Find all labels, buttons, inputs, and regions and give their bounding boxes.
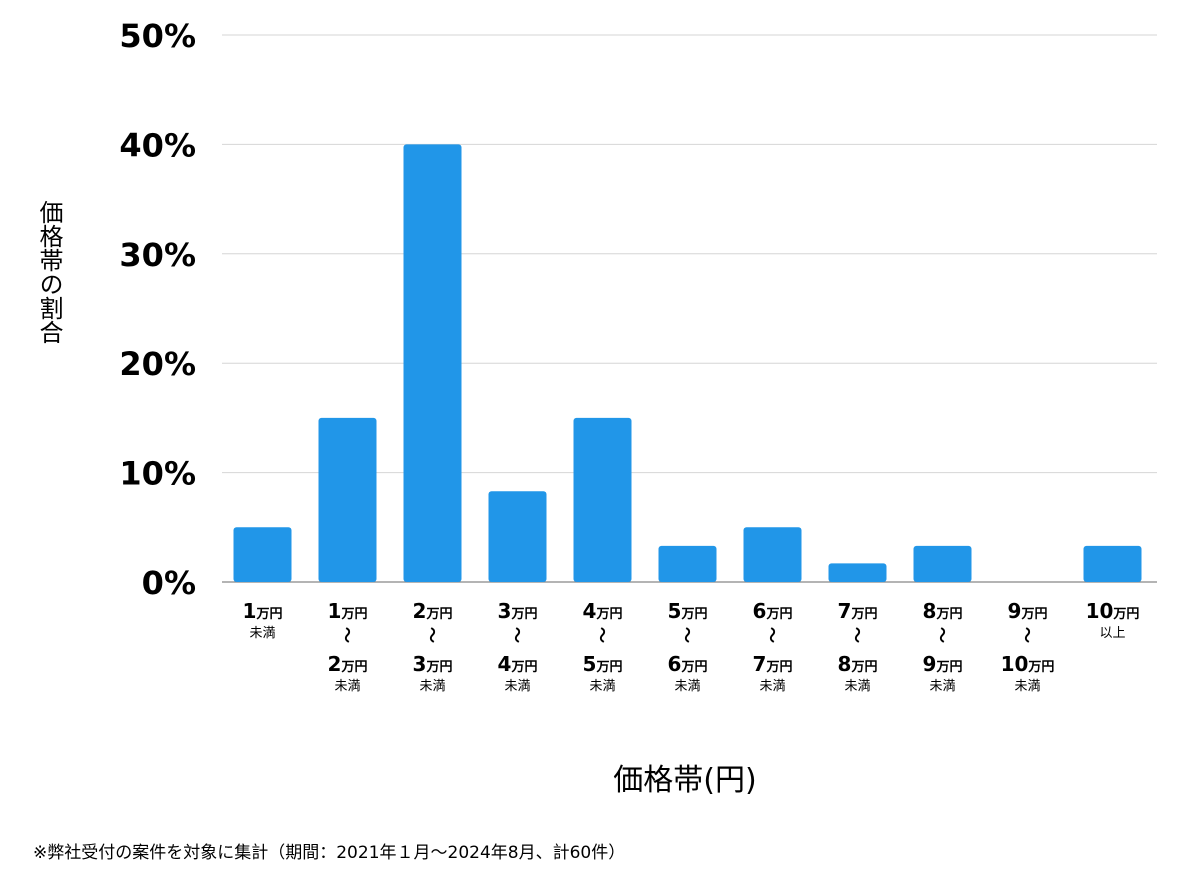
- y-tick-label: 20%: [119, 345, 196, 383]
- bar: [743, 527, 802, 582]
- category-to: 6万円: [668, 652, 708, 676]
- category-range-separator: 〜: [1018, 627, 1037, 643]
- bar: [828, 563, 887, 582]
- category-from: 9万円: [1008, 599, 1048, 623]
- bar: [318, 417, 377, 582]
- x-axis-label: 価格帯(円): [613, 763, 757, 798]
- category-to: 5万円: [583, 652, 623, 676]
- category-to: 8万円: [838, 652, 878, 676]
- category-from: 1万円: [328, 599, 368, 623]
- gridlines: [222, 34, 1157, 583]
- category-range-separator: 〜: [423, 627, 442, 643]
- category-note: 以上: [1099, 626, 1125, 641]
- bar: [658, 545, 717, 582]
- category-from: 4万円: [583, 599, 623, 623]
- x-axis-categories: 1万円未満1万円〜2万円未満2万円〜3万円未満3万円〜4万円未満4万円〜5万円未…: [243, 599, 1140, 694]
- y-axis-label: 価格帯の割合: [35, 200, 63, 344]
- category-to: 2万円: [328, 652, 368, 676]
- category-note: 未満: [1014, 679, 1040, 694]
- category-note: 未満: [334, 679, 360, 694]
- category-note: 未満: [844, 679, 870, 694]
- category-to: 4万円: [498, 652, 538, 676]
- category-range-separator: 〜: [848, 627, 867, 643]
- category-range-separator: 〜: [678, 627, 697, 643]
- category-note: 未満: [419, 679, 445, 694]
- y-tick-label: 50%: [119, 17, 196, 55]
- footnote: ※弊社受付の案件を対象に集計（期間：2021年１月〜2024年8月、計60件）: [33, 843, 626, 863]
- category-range-separator: 〜: [508, 627, 527, 643]
- category-from: 1万円: [243, 599, 283, 623]
- category-from: 7万円: [838, 599, 878, 623]
- y-tick-label: 0%: [142, 564, 196, 602]
- category-note: 未満: [929, 679, 955, 694]
- category-from: 3万円: [498, 599, 538, 623]
- bars: [233, 144, 1142, 582]
- category-to: 9万円: [923, 652, 963, 676]
- bar: [573, 417, 632, 582]
- category-range-separator: 〜: [763, 627, 782, 643]
- category-note: 未満: [504, 679, 530, 694]
- category-from: 5万円: [668, 599, 708, 623]
- category-from: 6万円: [753, 599, 793, 623]
- category-to: 7万円: [753, 652, 793, 676]
- bar: [1083, 545, 1142, 582]
- y-tick-label: 40%: [119, 126, 196, 164]
- y-tick-label: 30%: [119, 236, 196, 274]
- category-range-separator: 〜: [338, 627, 357, 643]
- category-from: 8万円: [923, 599, 963, 623]
- category-note: 未満: [589, 679, 615, 694]
- category-to: 10万円: [1001, 652, 1055, 676]
- category-range-separator: 〜: [933, 627, 952, 643]
- bar: [913, 545, 972, 582]
- category-to: 3万円: [413, 652, 453, 676]
- y-axis-ticks: 0% 10% 20% 30% 40% 50%: [119, 17, 196, 602]
- category-from: 10万円: [1086, 599, 1140, 623]
- bar: [403, 144, 462, 582]
- category-note: 未満: [674, 679, 700, 694]
- category-range-separator: 〜: [593, 627, 612, 643]
- bar: [488, 491, 547, 582]
- category-note: 未満: [249, 626, 275, 641]
- bar: [233, 527, 292, 582]
- category-from: 2万円: [413, 599, 453, 623]
- category-note: 未満: [759, 679, 785, 694]
- y-tick-label: 10%: [119, 455, 196, 493]
